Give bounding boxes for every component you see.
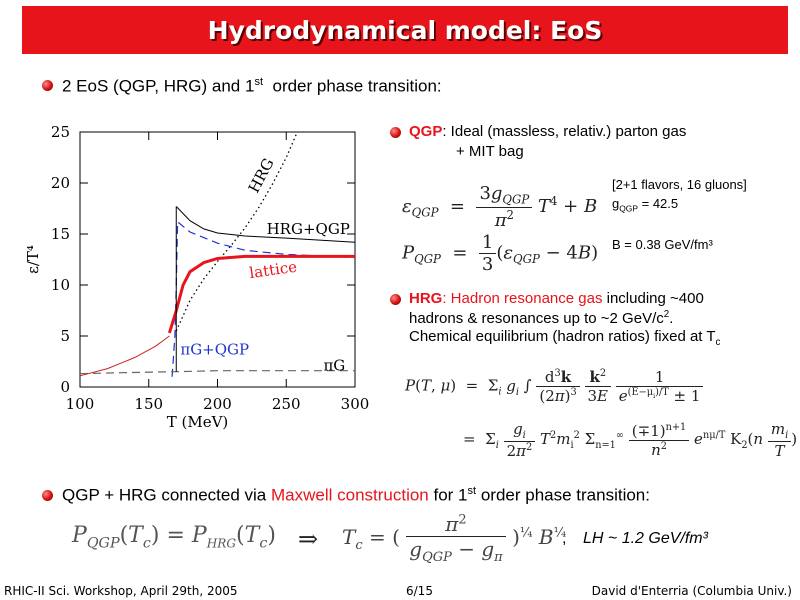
b1-pre: 2 EoS (QGP, HRG) and 1: [62, 76, 255, 96]
comma: ,: [562, 530, 567, 547]
series-curve-5: [79, 335, 170, 377]
y-tick-label: 0: [60, 378, 70, 396]
y-tick-label: 15: [51, 225, 70, 243]
y-tick-label: 20: [51, 174, 70, 192]
y-tick-label: 10: [51, 276, 70, 294]
hrg-line3: Chemical equilibrium (hadron ratios) fix…: [409, 328, 720, 348]
x-tick-label: 300: [341, 395, 370, 413]
red-sphere-bullet-icon: [42, 80, 53, 91]
x-tick-label: 150: [134, 395, 163, 413]
footer-page: 6/15: [406, 584, 433, 598]
hrg-text2-sup: 2: [663, 309, 670, 320]
eq-hrg-pressure: P(T, μ) = Σi gi ∫ d3k (2π)3 k2 3E 1 e(E−μi)…: [405, 368, 704, 405]
bullet-3-text: QGP + HRG connected via Maxwell construc…: [62, 485, 650, 506]
hrg-label: HRG: [409, 290, 443, 307]
hrg-text3-pre: Chemical equilibrium (hadron ratios) fix…: [409, 328, 716, 345]
series-lattice: [167, 254, 355, 334]
g-sub: QGP: [619, 203, 638, 214]
eos-chart: 100 150 200 250 300 0 5 10 15 20 25 T (MeV) ε/T⁴ HRG H…: [24, 123, 370, 431]
footer-left: RHIC-II Sci. Workshop, April 29th, 2005: [4, 584, 238, 598]
hrg-text3-sub: c: [715, 337, 721, 348]
y-axis-label: ε/T⁴: [24, 245, 42, 274]
hrg-text2-post: .: [669, 310, 674, 327]
b3-red: Maxwell construction: [270, 485, 429, 505]
qgp-note-g: gQGP = 42.5: [612, 196, 678, 214]
qgp-line2: + MIT bag: [456, 143, 524, 160]
red-sphere-bullet-icon: [390, 127, 401, 138]
qgp-note-flavors: [2+1 flavors, 16 gluons]: [612, 177, 747, 192]
y-tick-label: 5: [60, 327, 70, 345]
b3-post: order phase transition:: [476, 485, 650, 505]
series--g: [79, 370, 355, 375]
footer-right: David d'Enterria (Columbia Univ.): [591, 584, 792, 598]
implies-arrow-icon: ⇒: [298, 525, 319, 553]
hrg-text1: including ~400: [602, 290, 704, 307]
bullet-1-text: 2 EoS (QGP, HRG) and 1st order phase tra…: [62, 76, 442, 97]
qgp-line: QGP: Ideal (massless, relativ.) parton g…: [409, 123, 686, 140]
eq-hrg-sum: = Σi gi 2π2 T2mi2 Σn=1∞ (∓1)n+1 n2 enμ/T K…: [463, 420, 798, 460]
slide-title: Hydrodynamical model: EoS: [207, 15, 603, 45]
qgp-text: : Ideal (massless, relativ.) parton gas: [442, 123, 687, 140]
hrg-line2: hadrons & resonances up to ~2 GeV/c2.: [409, 309, 673, 327]
x-tick-label: 100: [66, 395, 95, 413]
series--g-qgp: [171, 220, 356, 377]
eq-qgp-pressure: PQGP = 1 3 (εQGP − 4B): [402, 232, 599, 275]
curve-label: πG: [323, 357, 345, 375]
x-tick-label: 250: [272, 395, 301, 413]
b1-post: order phase transition:: [272, 76, 442, 96]
hrg-text2-pre: hadrons & resonances up to ~2 GeV/c: [409, 310, 664, 327]
y-tick-label: 25: [51, 123, 70, 141]
b3-pre: QGP + HRG connected via: [62, 485, 271, 505]
title-bar: Hydrodynamical model: EoS: [22, 6, 788, 54]
qgp-note-bag: B = 0.38 GeV/fm³: [612, 237, 713, 252]
series-hrg-qgp: [175, 206, 356, 243]
eq-maxwell-pressure: PQGP(Tc) = PHRG(Tc): [72, 523, 276, 552]
qgp-label: QGP: [409, 123, 443, 140]
latent-heat: LH ~ 1.2 GeV/fm³: [583, 530, 708, 547]
g-pre: g: [612, 196, 620, 211]
b1-sup: st: [254, 76, 264, 88]
red-sphere-bullet-icon: [390, 294, 401, 305]
hrg-red: : Hadron resonance gas: [442, 290, 603, 307]
eq-qgp-energy: εQGP = 3gQGP π2 T4 + B: [402, 183, 598, 231]
curve-label: πG+QGP: [180, 340, 249, 358]
curve-label: lattice: [248, 258, 298, 283]
curve-label: HRG: [245, 155, 278, 196]
hrg-line1: HRG: Hadron resonance gas including ~400: [409, 290, 704, 307]
g-post: = 42.5: [638, 196, 679, 211]
x-tick-label: 200: [203, 395, 232, 413]
red-sphere-bullet-icon: [42, 490, 53, 501]
series-hrg: [175, 131, 298, 332]
x-axis-label: T (MeV): [167, 413, 229, 431]
b3-sup: st: [467, 485, 477, 497]
curve-label: HRG+QGP: [267, 220, 350, 238]
eq-maxwell-tc: Tc = ( π2 gQGP − gπ )¼ B¼: [342, 512, 567, 565]
b3-mid: for 1: [428, 485, 468, 505]
